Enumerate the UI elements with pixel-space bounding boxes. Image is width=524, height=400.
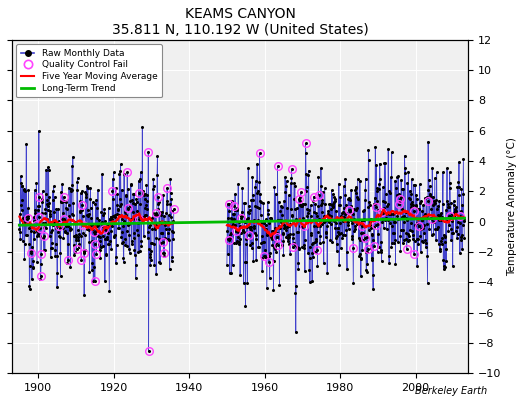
Text: Berkeley Earth: Berkeley Earth [415, 386, 487, 396]
Legend: Raw Monthly Data, Quality Control Fail, Five Year Moving Average, Long-Term Tren: Raw Monthly Data, Quality Control Fail, … [16, 44, 162, 97]
Y-axis label: Temperature Anomaly (°C): Temperature Anomaly (°C) [507, 137, 517, 276]
Title: KEAMS CANYON
35.811 N, 110.192 W (United States): KEAMS CANYON 35.811 N, 110.192 W (United… [112, 7, 368, 37]
